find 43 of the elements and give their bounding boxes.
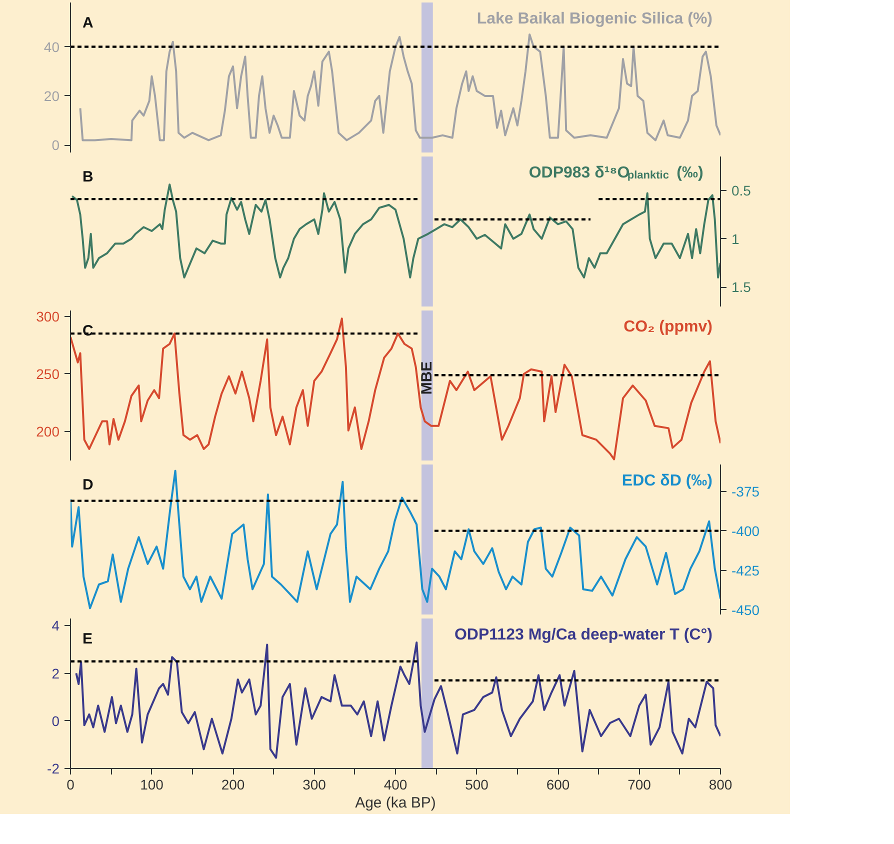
y-tick-label: 200 bbox=[36, 424, 60, 440]
x-tick-label: 400 bbox=[384, 776, 408, 792]
x-axis-title: Age (ka BP) bbox=[355, 794, 436, 812]
y-tick-label: -2 bbox=[47, 760, 60, 776]
line-series bbox=[70, 470, 720, 610]
x-tick-label: 200 bbox=[221, 776, 245, 792]
x-tick-label: 300 bbox=[302, 776, 326, 792]
band-label: MBE bbox=[418, 361, 436, 395]
x-tick-label: 0 bbox=[66, 776, 75, 792]
series-label: ODP983 δ¹⁸Oplanktic (‰) bbox=[528, 164, 704, 182]
y-tick-label: 20 bbox=[44, 88, 60, 104]
text: EDC δD (‰) bbox=[622, 472, 713, 490]
y-tick-label: 0 bbox=[52, 137, 60, 154]
line-series bbox=[71, 184, 720, 278]
y2-tick-label: 1 bbox=[732, 230, 740, 247]
y2-tick-label: -450 bbox=[732, 602, 760, 618]
y-tick-label: 250 bbox=[36, 366, 60, 382]
series-label: CO₂ (ppmv) bbox=[624, 318, 713, 336]
annotation: D bbox=[82, 476, 94, 494]
line-series bbox=[75, 642, 720, 759]
x-tick-label: 800 bbox=[708, 776, 732, 792]
annotation: B bbox=[82, 168, 94, 186]
x-tick-label: 100 bbox=[140, 776, 164, 792]
annotation: E bbox=[82, 630, 93, 648]
series-label: Lake Baikal Biogenic Silica (%) bbox=[476, 10, 712, 28]
y2-tick-label: 1.5 bbox=[732, 279, 752, 296]
annotation: C bbox=[82, 322, 94, 340]
y2-tick-label: -400 bbox=[732, 522, 760, 539]
line-series bbox=[70, 318, 720, 460]
x-tick-label: 700 bbox=[628, 776, 652, 792]
y-tick-label: 4 bbox=[52, 618, 60, 634]
y-tick-label: 2 bbox=[52, 665, 60, 682]
y-tick-label: 0 bbox=[52, 712, 60, 729]
x-tick-label: 500 bbox=[465, 776, 489, 792]
y-tick-label: 300 bbox=[36, 308, 60, 324]
y2-tick-label: -375 bbox=[732, 483, 760, 500]
y2-tick-label: 0.5 bbox=[732, 182, 752, 198]
text: ODP1123 Mg/Ca deep-water T (C°) bbox=[454, 626, 712, 644]
annotation: A bbox=[82, 14, 94, 32]
x-tick-label: 600 bbox=[546, 776, 570, 792]
y2-tick-label: -425 bbox=[732, 562, 760, 578]
y-tick-label: 40 bbox=[44, 38, 60, 55]
line-series bbox=[79, 33, 720, 142]
